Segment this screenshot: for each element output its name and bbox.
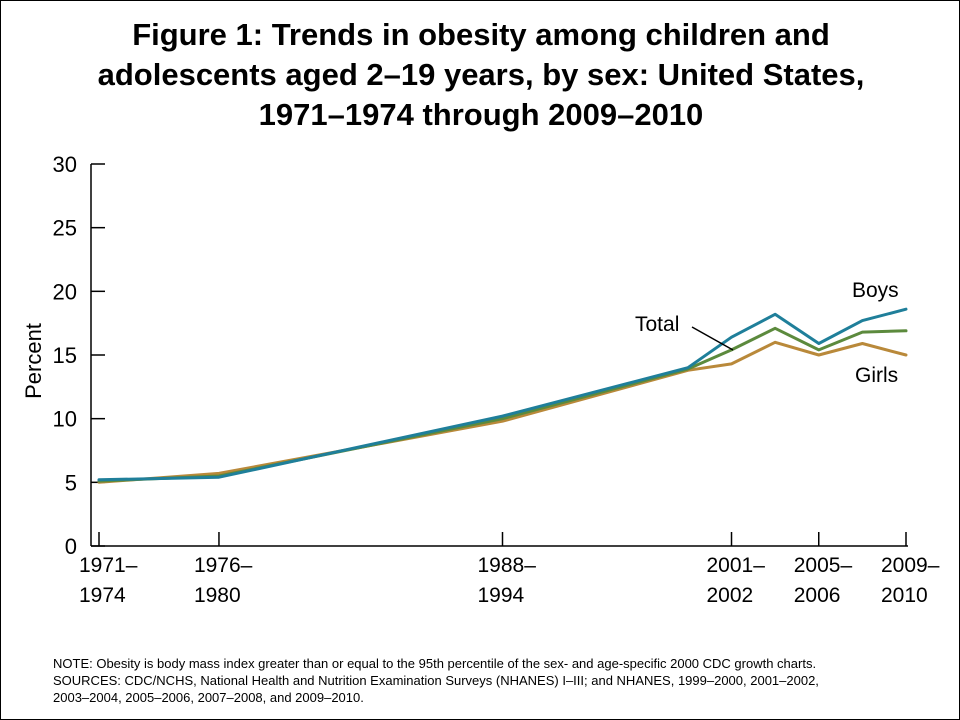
x-tick-label-line1: 2005– [794,554,853,577]
y-axis-label: Percent [21,323,46,399]
y-axis: 0 5 10 15 20 25 30 Percent [21,152,105,559]
sources-text-line-1: SOURCES: CDC/NCHS, National Health and N… [53,673,819,688]
x-axis: 1971– 1974 1976– 1980 1988– 1994 2001– 2002 2005… [79,532,940,607]
chart-title-line-1: Figure 1: Trends in obesity among childr… [132,17,830,52]
x-tick-label-line1: 1976– [194,554,253,577]
total-label-leader-line [691,326,734,351]
x-tick-label-line2: 2002 [707,584,754,607]
series-label-total: Total [635,313,679,336]
chart-title-line-2: adolescents aged 2–19 years, by sex: Uni… [97,57,865,92]
x-tick-label-line1: 1988– [478,554,537,577]
x-tick-label-line2: 1980 [194,584,241,607]
y-tick-label: 0 [65,534,77,559]
y-tick-label: 25 [53,216,77,241]
x-tick-label-line2: 1974 [79,584,126,607]
series-label-girls: Girls [855,364,898,387]
x-tick-label-line1: 2009– [881,554,940,577]
y-tick-label: 20 [53,279,77,304]
series-labels: Boys Girls Total [635,279,899,387]
y-tick-label: 30 [53,152,77,177]
x-tick-label-line2: 2010 [881,584,928,607]
sources-text-line-2: 2003–2004, 2005–2006, 2007–2008, and 200… [53,690,364,705]
series-label-boys: Boys [852,279,899,302]
y-tick-label: 10 [53,407,77,432]
chart-title: Figure 1: Trends in obesity among childr… [31,15,931,135]
series-line-total [97,326,908,483]
note-text: NOTE: Obesity is body mass index greater… [53,656,817,671]
x-tick-label-line1: 2001– [707,554,766,577]
chart-title-line-3: 1971–1974 through 2009–2010 [258,97,704,132]
footnotes: NOTE: Obesity is body mass index greater… [53,655,933,706]
series-line-girls [97,340,908,484]
series-lines [97,307,908,484]
y-tick-label: 15 [53,343,77,368]
x-tick-label-line2: 1994 [478,584,525,607]
x-tick-label-line2: 2006 [794,584,841,607]
x-tick-label-line1: 1971– [79,554,138,577]
y-tick-label: 5 [65,470,77,495]
